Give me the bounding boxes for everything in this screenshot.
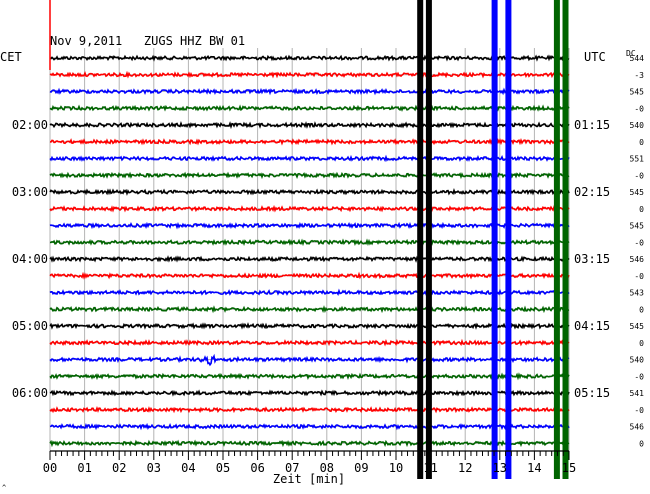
- seismic-trace: [49, 288, 570, 297]
- chart-title: Nov 9,2011 ZUGS HHZ BW 01: [50, 34, 245, 48]
- seismic-trace: [49, 353, 570, 367]
- x-tick-label: 08: [320, 461, 334, 475]
- dc-value: -0: [634, 406, 644, 415]
- seismic-trace: [49, 422, 570, 431]
- seismic-trace: [49, 238, 570, 247]
- x-tick-label: 02: [112, 461, 126, 475]
- dc-value: 545: [630, 322, 645, 331]
- x-tick-label: 11: [423, 461, 437, 475]
- seismic-trace: [49, 104, 570, 112]
- x-tick-label: 03: [147, 461, 161, 475]
- right-hour-label: 05:15: [574, 386, 610, 400]
- time-axis: 00 01 02 03 04 05 06 07 08 09 10 11 12 13 14 15: [43, 450, 576, 475]
- x-tick-label: 12: [458, 461, 472, 475]
- seismic-trace: [49, 389, 570, 397]
- dc-label: DC: [626, 49, 636, 58]
- right-hour-label: 04:15: [574, 319, 610, 333]
- dc-value: -0: [634, 372, 644, 381]
- x-tick-label: 09: [354, 461, 368, 475]
- dc-value: 0: [639, 305, 644, 314]
- event-band: [417, 0, 424, 479]
- x-tick-label: 07: [285, 461, 299, 475]
- dc-value: 0: [639, 339, 644, 348]
- event-band: [491, 0, 498, 479]
- event-band: [425, 0, 432, 479]
- left-hour-labels: 02:00 03:00 04:00 05:00 06:00: [12, 118, 48, 400]
- x-tick-label: 14: [527, 461, 541, 475]
- event-band: [553, 0, 560, 479]
- left-hour-label: 02:00: [12, 118, 48, 132]
- seismic-trace: [49, 204, 570, 213]
- seismic-trace: [49, 338, 570, 347]
- x-tick-label: 13: [493, 461, 507, 475]
- x-tick-label: 15: [562, 461, 576, 475]
- dc-value: 543: [630, 289, 645, 298]
- x-tick-label: 10: [389, 461, 403, 475]
- dc-value: 0: [639, 205, 644, 214]
- left-axis-label: CET: [0, 50, 22, 64]
- right-hour-labels: 01:15 02:15 03:15 04:15 05:15: [574, 118, 610, 400]
- x-tick-label: 04: [181, 461, 195, 475]
- seismic-trace: [49, 87, 570, 96]
- seismic-trace: [49, 121, 570, 130]
- seismic-traces: [49, 0, 570, 448]
- dc-value: 540: [630, 121, 645, 130]
- dc-value: 546: [630, 423, 645, 432]
- dc-value: 0: [639, 138, 644, 147]
- right-axis-label: UTC: [584, 50, 606, 64]
- dc-value-column: 544 -3 545 -0 540 0 551 -0 545 0 545 -0 546 -0 543 0 545…: [630, 54, 645, 448]
- dc-value: 544: [630, 54, 645, 63]
- dc-value: 0: [639, 439, 644, 448]
- right-hour-label: 03:15: [574, 252, 610, 266]
- left-hour-label: 05:00: [12, 319, 48, 333]
- x-axis-label: Zeit [min]: [273, 472, 345, 486]
- x-tick-label: 00: [43, 461, 57, 475]
- dc-value: 545: [630, 188, 645, 197]
- dc-value: -0: [634, 272, 644, 281]
- seismic-trace: [49, 138, 570, 146]
- dc-value: 545: [630, 222, 645, 231]
- seismic-trace: [49, 171, 570, 180]
- right-hour-label: 01:15: [574, 118, 610, 132]
- seismic-trace: [49, 322, 570, 330]
- seismic-trace: [49, 255, 570, 263]
- event-band: [562, 0, 569, 479]
- seismic-trace: [49, 187, 570, 196]
- left-hour-label: 04:00: [12, 252, 48, 266]
- seismic-trace: [49, 54, 570, 62]
- event-band: [505, 0, 512, 479]
- dc-value: -3: [634, 71, 644, 80]
- seismic-trace: [49, 271, 570, 280]
- x-tick-label: 06: [250, 461, 264, 475]
- x-tick-label: 01: [77, 461, 91, 475]
- dc-value: -0: [634, 171, 644, 180]
- dc-value: 541: [630, 389, 645, 398]
- footer-mark: ^: [2, 484, 6, 492]
- seismic-trace: [49, 372, 570, 381]
- dc-value: 545: [630, 88, 645, 97]
- seismic-trace: [49, 154, 570, 163]
- dc-value: 546: [630, 255, 645, 264]
- seismic-trace: [49, 405, 570, 414]
- x-tick-label: 05: [216, 461, 230, 475]
- dc-value: -0: [634, 238, 644, 247]
- seismic-trace: [49, 70, 570, 79]
- right-hour-label: 02:15: [574, 185, 610, 199]
- dc-value: -0: [634, 104, 644, 113]
- left-hour-label: 06:00: [12, 386, 48, 400]
- seismic-trace: [49, 221, 570, 230]
- dc-value: 551: [630, 155, 645, 164]
- seismic-trace: [49, 305, 570, 314]
- event-bands: [417, 0, 569, 479]
- seismic-trace: [49, 439, 570, 448]
- left-hour-label: 03:00: [12, 185, 48, 199]
- dc-value: 540: [630, 356, 645, 365]
